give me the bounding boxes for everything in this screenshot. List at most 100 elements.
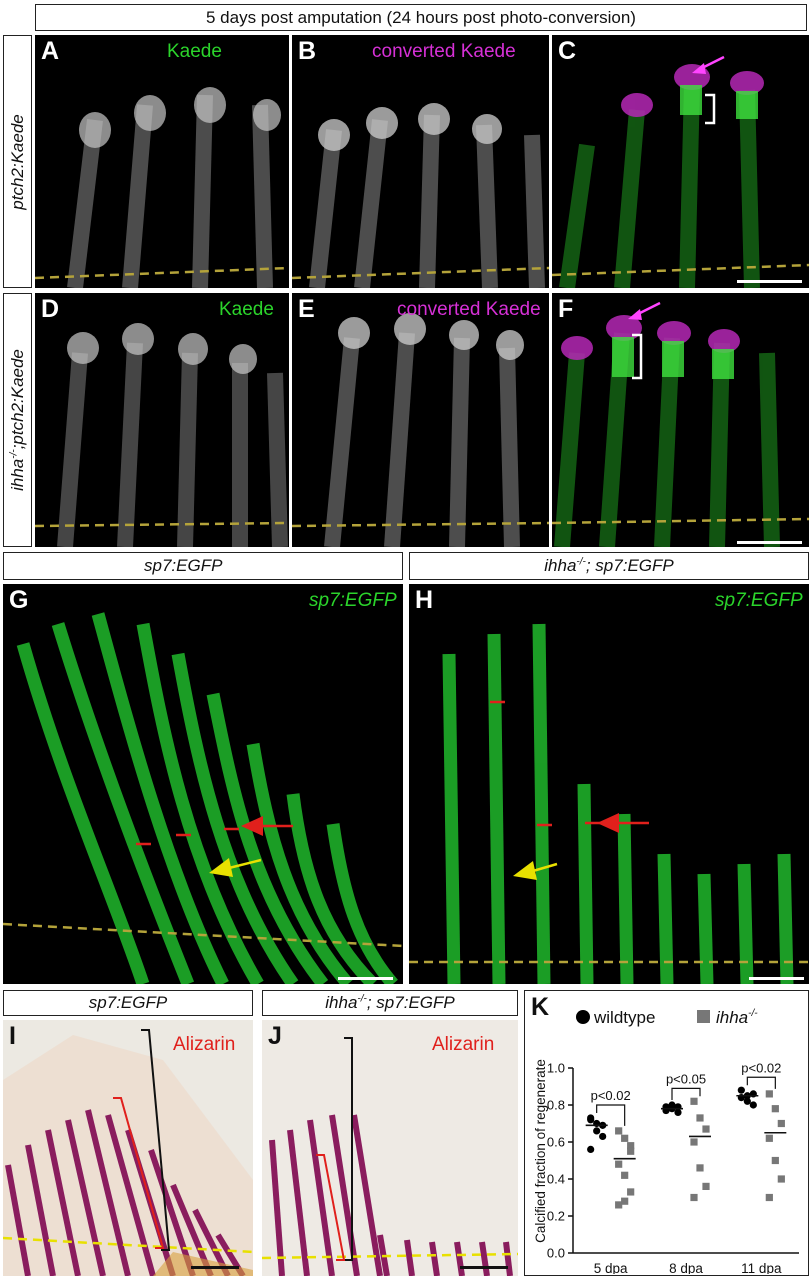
mutant-point (702, 1182, 710, 1190)
panel-set-title: 5 days post amputation (24 hours post ph… (35, 4, 807, 31)
section-header-g-text: sp7:EGFP (144, 556, 223, 575)
mutant-point (621, 1197, 629, 1205)
significance-bracket (746, 1076, 776, 1089)
panel-h-letter: H (415, 586, 434, 614)
panel-f-letter: F (558, 295, 574, 323)
panel-a: A Kaede (35, 35, 289, 288)
panel-b: B converted Kaede (292, 35, 549, 288)
panel-c: C (552, 35, 809, 288)
panel-g-letter: G (9, 586, 29, 614)
p-value-label: p<0.05 (666, 1071, 706, 1086)
panel-f: F (552, 293, 809, 547)
mutant-point (765, 1193, 773, 1202)
panel-a-letter: A (41, 37, 60, 65)
panel-h-title: sp7:EGFP (715, 590, 803, 611)
section-header-j-text: ihha-/-; sp7:EGFP (325, 993, 455, 1012)
mutant-point (690, 1138, 698, 1146)
section-header-h-text: ihha-/-; sp7:EGFP (544, 556, 674, 575)
panel-k-chart: wildtype ihha-/- Calcified fraction of r… (533, 1008, 799, 1274)
panel-c-letter: C (558, 37, 577, 65)
panel-a-image (35, 87, 289, 288)
mutant-point (771, 1156, 779, 1165)
panel-h: H sp7:EGFP (409, 584, 809, 984)
panel-d-image (35, 323, 289, 547)
legend-mutant-label: ihha-/- (716, 1008, 758, 1027)
data-points (585, 1086, 787, 1209)
panel-j: J Alizarin (262, 1020, 518, 1276)
legend-wildtype-marker (576, 1010, 590, 1024)
x-tick-label: 8 dpa (669, 1261, 703, 1274)
panel-e-letter: E (298, 295, 315, 323)
panel-d: D Kaede (35, 293, 289, 547)
panel-i-title: Alizarin (173, 1034, 236, 1055)
legend-wildtype-label: wildtype (593, 1008, 655, 1027)
wildtype-point (599, 1132, 607, 1141)
section-header-g: sp7:EGFP (3, 552, 403, 580)
y-axis-label: Calcified fraction of regenerate (533, 1059, 548, 1243)
mutant-point (696, 1114, 704, 1122)
panel-set-title-text: 5 days post amputation (24 hours post ph… (206, 7, 636, 27)
mutant-point (627, 1188, 635, 1196)
y-tick-label: 0.2 (547, 1209, 565, 1224)
significance-bracket (671, 1087, 701, 1100)
section-header-i: sp7:EGFP (3, 990, 253, 1016)
mutant-point (615, 1127, 623, 1135)
mutant-point (777, 1175, 785, 1183)
y-tick-label: 0.0 (547, 1246, 565, 1261)
scale-bar-g (338, 977, 393, 980)
panel-g-image (3, 612, 403, 984)
p-value-label: p<0.02 (741, 1060, 781, 1075)
panel-h-image (409, 623, 809, 984)
y-tick-label: 0.8 (547, 1098, 565, 1113)
panel-i-letter: I (9, 1022, 16, 1050)
scale-bar-h (749, 977, 804, 980)
panel-j-image (262, 1037, 518, 1276)
panel-d-letter: D (41, 295, 60, 323)
x-tick-label: 11 dpa (741, 1261, 782, 1274)
panel-c-image (552, 55, 809, 288)
panel-e-image (292, 313, 549, 547)
panel-i: I Alizarin (3, 1020, 253, 1276)
panel-j-letter: J (268, 1022, 282, 1050)
legend: wildtype ihha-/- (576, 1008, 758, 1027)
panel-f-image (552, 301, 809, 547)
mutant-point (621, 1134, 629, 1142)
legend-mutant-marker (697, 1010, 710, 1023)
row-label-2-text: ihha-/-;ptch2:Kaede (7, 349, 27, 491)
scale-bar-j (460, 1266, 508, 1269)
wildtype-point (593, 1127, 601, 1135)
panel-b-letter: B (298, 37, 317, 65)
panel-e-title: converted Kaede (397, 299, 541, 320)
mutant-point (627, 1147, 635, 1155)
x-tick-label: 5 dpa (594, 1261, 628, 1274)
panel-b-image (292, 103, 549, 288)
mutant-point (627, 1142, 635, 1150)
section-header-i-text: sp7:EGFP (88, 993, 168, 1012)
mutant-point (615, 1201, 623, 1209)
panel-a-title: Kaede (167, 41, 222, 62)
y-tick-label: 0.4 (547, 1172, 565, 1187)
wildtype-point (674, 1108, 682, 1116)
section-header-j: ihha-/-; sp7:EGFP (262, 990, 518, 1016)
y-tick-label: 1.0 (547, 1061, 565, 1076)
wildtype-point (587, 1114, 595, 1122)
panel-i-image (3, 1029, 253, 1276)
mutant-point (765, 1090, 773, 1098)
mutant-point (777, 1119, 785, 1128)
scale-bar-c (737, 280, 802, 283)
scale-bar-i (191, 1266, 239, 1269)
section-header-h: ihha-/-; sp7:EGFP (409, 552, 809, 580)
panel-k: K wildtype ihha-/- Calcified fraction of… (524, 990, 809, 1276)
panel-k-letter: K (531, 993, 550, 1021)
axes: 0.0 0.2 0.4 0.6 0.8 1.0 5 dpa p<0.02 8 dpa p<0.05… (547, 1060, 799, 1274)
row-label-1: ptch2:Kaede (3, 35, 32, 288)
row-label-1-text: ptch2:Kaede (7, 113, 27, 210)
mutant-point (765, 1134, 773, 1142)
y-tick-label: 0.6 (547, 1135, 565, 1150)
scale-bar-f (737, 541, 802, 544)
mutant-point (621, 1171, 629, 1179)
mutant-point (615, 1160, 623, 1168)
panel-g: G sp7:EGFP (3, 584, 403, 984)
wildtype-point (587, 1145, 595, 1153)
mutant-point (690, 1193, 698, 1202)
